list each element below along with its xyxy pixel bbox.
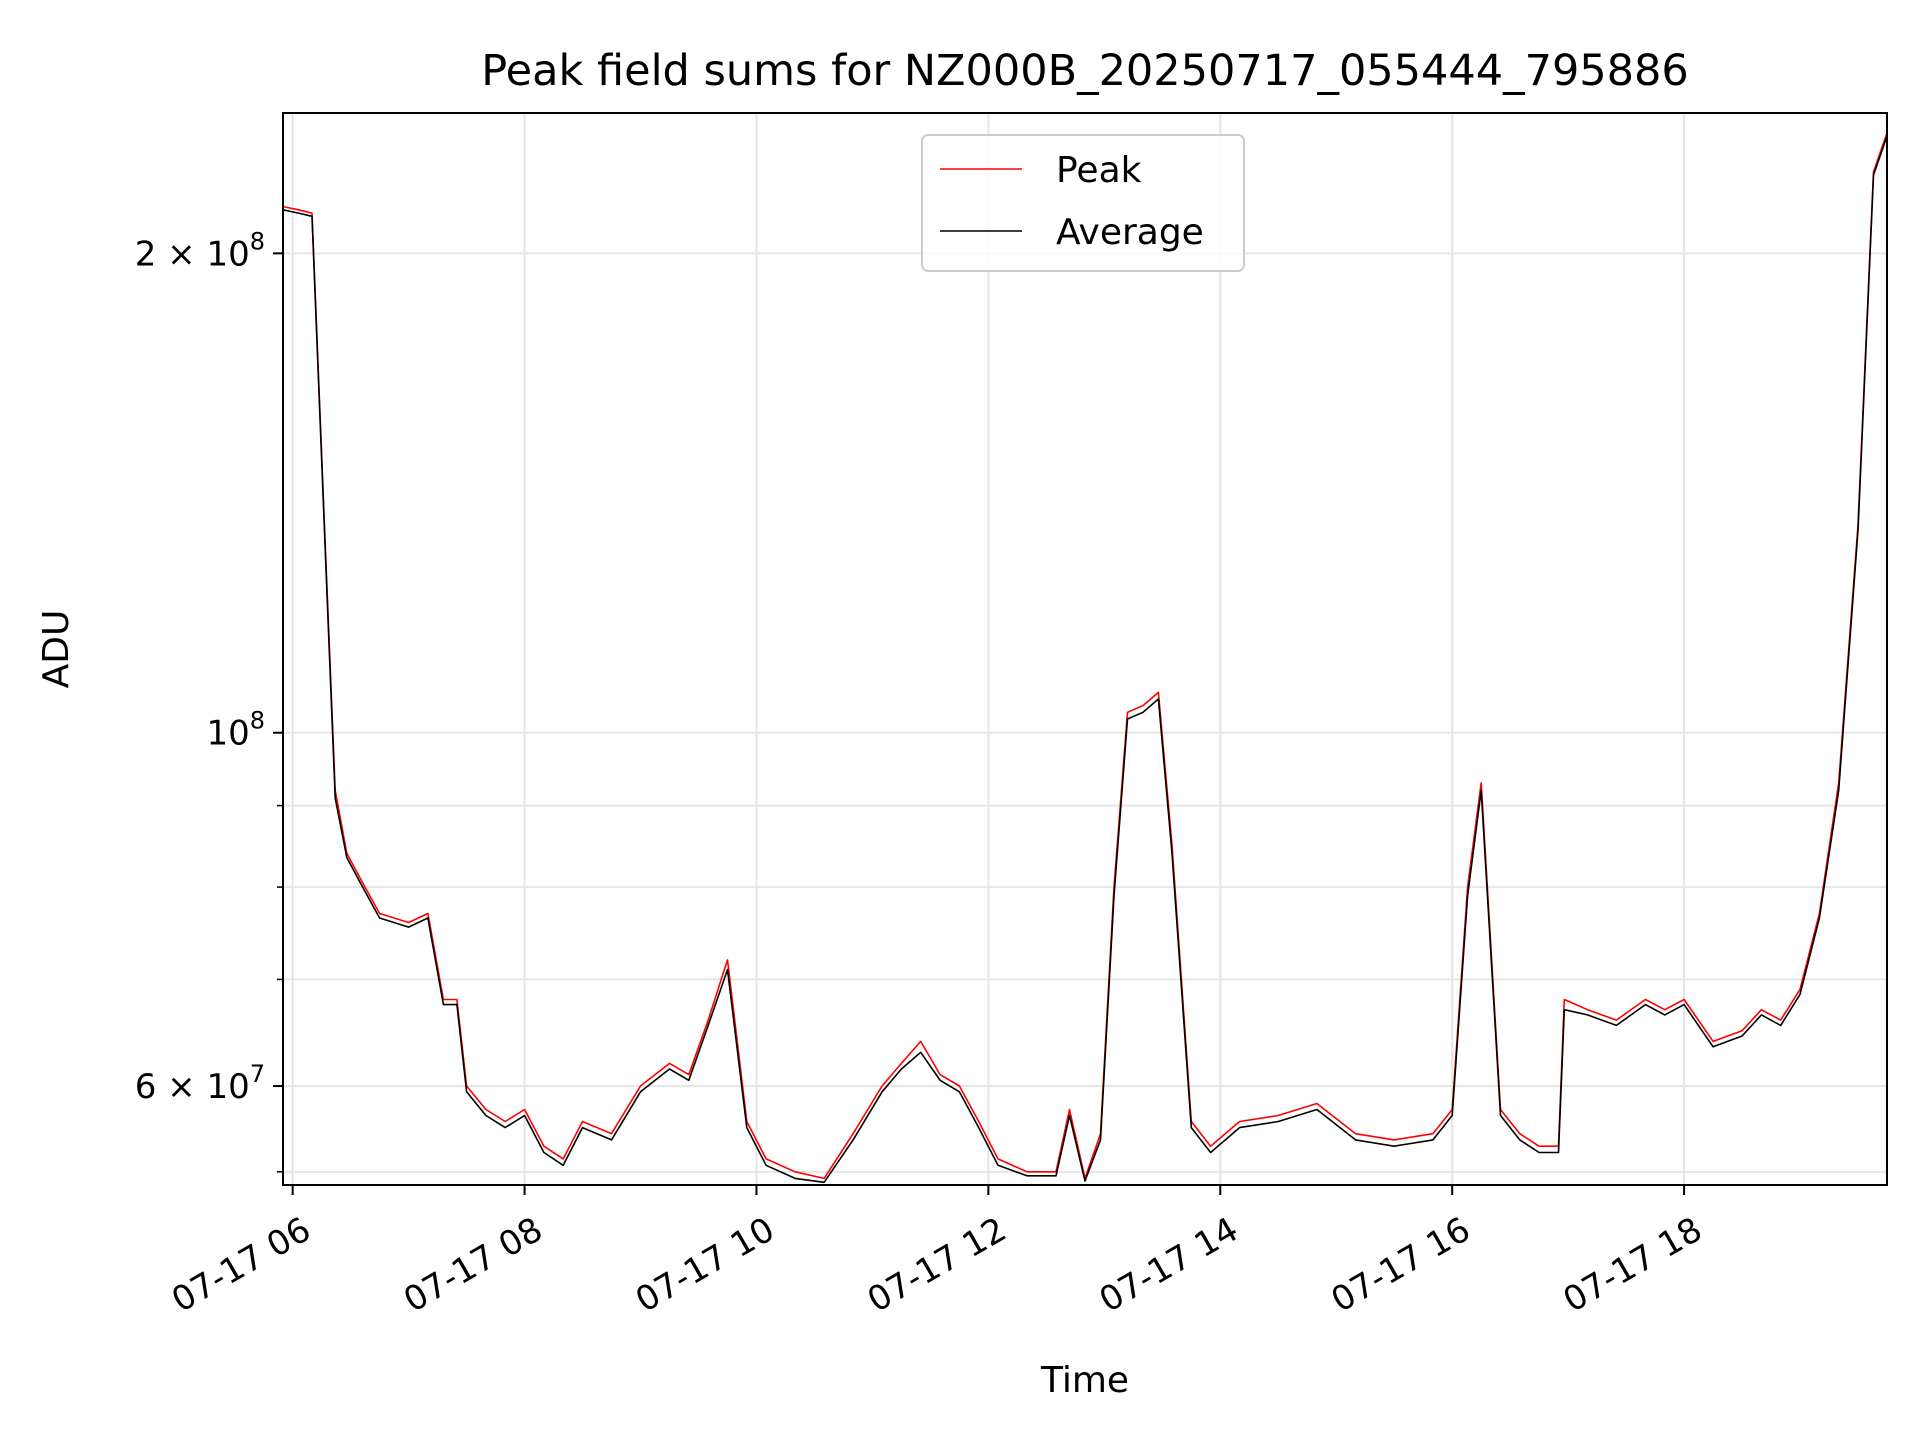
plot-frame	[282, 112, 1888, 1186]
y-axis-label: ADU	[36, 610, 77, 689]
legend: Peak Average	[921, 134, 1245, 272]
y-tick-label: 6 × 107	[135, 1060, 265, 1107]
x-axis-label: Time	[1040, 1360, 1129, 1401]
legend-label-average: Average	[1056, 212, 1204, 253]
legend-label-peak: Peak	[1056, 150, 1142, 191]
series-line-average	[283, 135, 1887, 1184]
y-tick-label: 2 × 108	[135, 227, 265, 274]
series-line-peak	[283, 132, 1887, 1180]
chart-title: Peak field sums for NZ000B_20250717_0554…	[481, 46, 1689, 96]
y-tick-label: 108	[206, 707, 265, 754]
series-lines	[283, 132, 1887, 1184]
